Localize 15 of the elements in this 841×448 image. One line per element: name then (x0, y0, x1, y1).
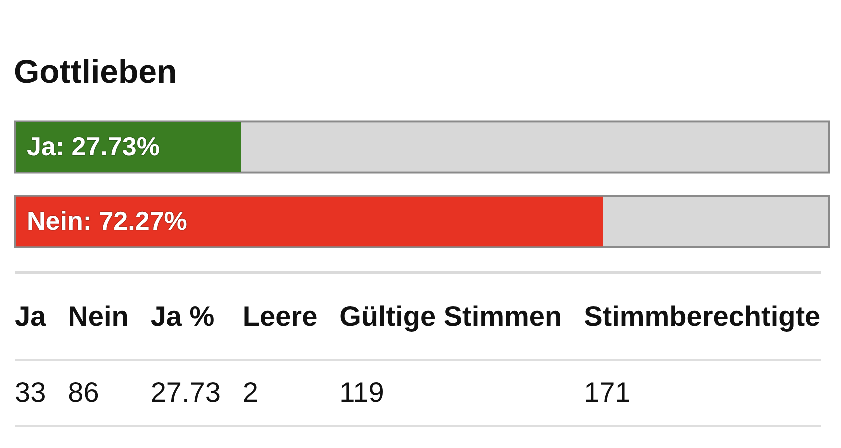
category-label: Ja % (150, 274, 243, 359)
data-label: 2 (242, 361, 340, 425)
category-label: Leere (242, 274, 340, 359)
category-label: Stimmberechtigte (584, 274, 821, 359)
data-label: Nein: 72.27% (27, 206, 188, 236)
data-label: 171 (584, 361, 821, 425)
data-label: 27.73 (150, 361, 243, 425)
data-label: 119 (340, 361, 584, 425)
category-label: Gültige Stimmen (340, 274, 584, 359)
data-label: 86 (68, 361, 151, 425)
chart-title: Gottlieben (14, 53, 178, 91)
data-label: Ja: 27.73% (27, 131, 160, 162)
data-label: 33 (15, 361, 68, 425)
category-label: Ja (15, 274, 68, 359)
category-label: Nein (68, 274, 151, 359)
